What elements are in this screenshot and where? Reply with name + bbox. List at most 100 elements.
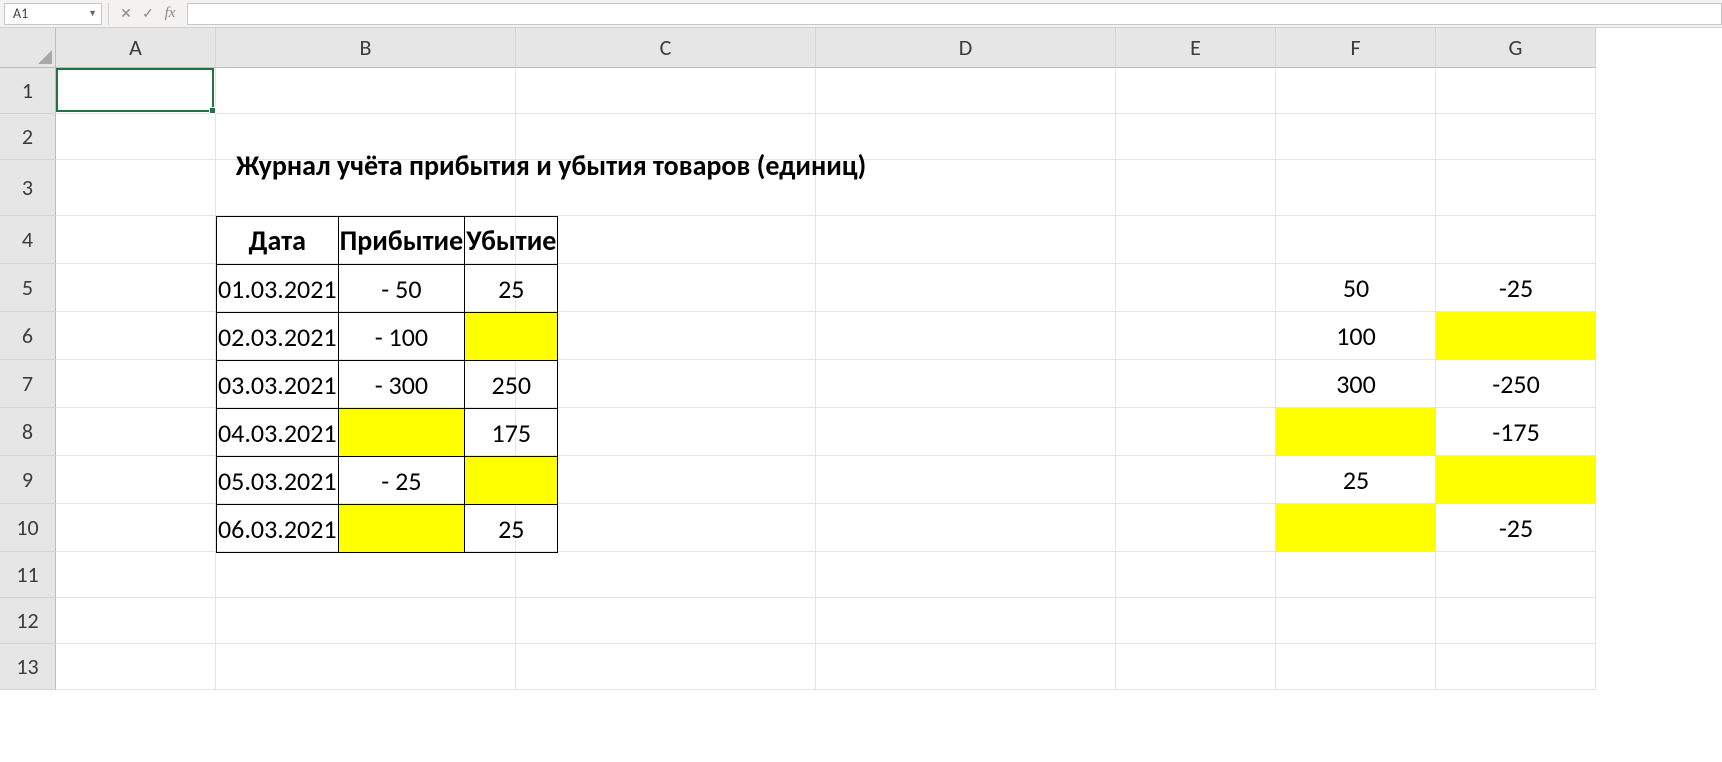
cell[interactable] [56, 216, 216, 264]
table-cell[interactable]: 175 [465, 409, 558, 457]
cell[interactable] [56, 360, 216, 408]
cell[interactable] [816, 598, 1116, 644]
row-header-2[interactable]: 2 [0, 114, 56, 160]
chevron-down-icon[interactable]: ▼ [88, 8, 97, 19]
cell[interactable] [816, 360, 1116, 408]
side-cell[interactable]: 50 [1276, 264, 1436, 312]
cell[interactable] [1116, 504, 1276, 552]
cell[interactable] [1116, 598, 1276, 644]
cell[interactable] [516, 216, 816, 264]
cell[interactable] [56, 552, 216, 598]
column-header-E[interactable]: E [1116, 28, 1276, 68]
cell[interactable] [1276, 552, 1436, 598]
row-header-11[interactable]: 11 [0, 552, 56, 598]
side-cell[interactable]: -175 [1436, 408, 1596, 456]
table-cell[interactable] [338, 409, 465, 457]
cell[interactable] [816, 216, 1116, 264]
cell[interactable] [1276, 114, 1436, 160]
cell[interactable] [1436, 68, 1596, 114]
cell[interactable] [56, 456, 216, 504]
row-header-4[interactable]: 4 [0, 216, 56, 264]
table-cell[interactable]: - 300 [338, 361, 465, 409]
enter-formula-icon[interactable]: ✓ [137, 3, 159, 25]
cell[interactable] [516, 68, 816, 114]
row-header-10[interactable]: 10 [0, 504, 56, 552]
select-all-corner[interactable] [0, 28, 56, 68]
column-header-C[interactable]: C [516, 28, 816, 68]
side-cell[interactable] [1436, 312, 1596, 360]
row-header-6[interactable]: 6 [0, 312, 56, 360]
table-cell[interactable]: 250 [465, 361, 558, 409]
table-cell[interactable] [465, 313, 558, 361]
side-cell[interactable]: 25 [1276, 456, 1436, 504]
table-cell[interactable]: - 100 [338, 313, 465, 361]
cell[interactable] [1436, 114, 1596, 160]
column-header-D[interactable]: D [816, 28, 1116, 68]
cell[interactable] [1116, 644, 1276, 690]
cell[interactable] [56, 598, 216, 644]
row-header-12[interactable]: 12 [0, 598, 56, 644]
cell[interactable] [816, 644, 1116, 690]
cell[interactable] [1276, 216, 1436, 264]
cell[interactable] [216, 644, 516, 690]
table-cell[interactable]: 25 [465, 265, 558, 313]
cell[interactable] [816, 552, 1116, 598]
cell[interactable] [816, 68, 1116, 114]
cell[interactable] [56, 408, 216, 456]
row-header-9[interactable]: 9 [0, 456, 56, 504]
cell[interactable] [1116, 408, 1276, 456]
cell[interactable] [216, 552, 516, 598]
cell[interactable] [1276, 644, 1436, 690]
cell[interactable] [816, 312, 1116, 360]
table-cell[interactable]: 05.03.2021 [217, 457, 339, 505]
column-header-B[interactable]: B [216, 28, 516, 68]
cell[interactable] [516, 408, 816, 456]
table-cell[interactable] [338, 505, 465, 553]
cell[interactable] [516, 264, 816, 312]
cell[interactable] [1116, 160, 1276, 216]
table-cell[interactable]: 01.03.2021 [217, 265, 339, 313]
name-box[interactable]: A1 ▼ [4, 3, 102, 25]
side-cell[interactable]: -250 [1436, 360, 1596, 408]
cell[interactable] [1116, 456, 1276, 504]
cell[interactable] [516, 504, 816, 552]
cell[interactable] [1116, 216, 1276, 264]
cell[interactable] [56, 504, 216, 552]
table-cell[interactable]: 06.03.2021 [217, 505, 339, 553]
side-cell[interactable]: -25 [1436, 504, 1596, 552]
table-cell[interactable]: 02.03.2021 [217, 313, 339, 361]
cell[interactable] [816, 456, 1116, 504]
table-cell[interactable]: 04.03.2021 [217, 409, 339, 457]
cell[interactable] [56, 264, 216, 312]
cell[interactable] [1116, 552, 1276, 598]
cell[interactable] [1276, 160, 1436, 216]
insert-function-icon[interactable]: fx [159, 3, 181, 25]
column-header-G[interactable]: G [1436, 28, 1596, 68]
cell[interactable] [516, 552, 816, 598]
cell[interactable] [56, 68, 216, 114]
row-header-13[interactable]: 13 [0, 644, 56, 690]
cell[interactable] [1276, 68, 1436, 114]
cell[interactable] [56, 644, 216, 690]
side-cell[interactable] [1436, 456, 1596, 504]
cell[interactable] [1436, 160, 1596, 216]
cell[interactable] [516, 360, 816, 408]
cell[interactable] [1436, 216, 1596, 264]
side-cell[interactable]: -25 [1436, 264, 1596, 312]
formula-input[interactable] [187, 3, 1722, 25]
cell[interactable] [516, 644, 816, 690]
table-cell[interactable]: 25 [465, 505, 558, 553]
table-cell[interactable] [465, 457, 558, 505]
row-header-7[interactable]: 7 [0, 360, 56, 408]
row-header-1[interactable]: 1 [0, 68, 56, 114]
cell[interactable] [1436, 644, 1596, 690]
cell[interactable] [516, 456, 816, 504]
cell[interactable] [816, 504, 1116, 552]
column-header-A[interactable]: A [56, 28, 216, 68]
table-cell[interactable]: 03.03.2021 [217, 361, 339, 409]
side-cell[interactable]: 300 [1276, 360, 1436, 408]
side-cell[interactable] [1276, 504, 1436, 552]
cell[interactable] [1436, 552, 1596, 598]
table-cell[interactable]: - 25 [338, 457, 465, 505]
cell[interactable] [516, 598, 816, 644]
